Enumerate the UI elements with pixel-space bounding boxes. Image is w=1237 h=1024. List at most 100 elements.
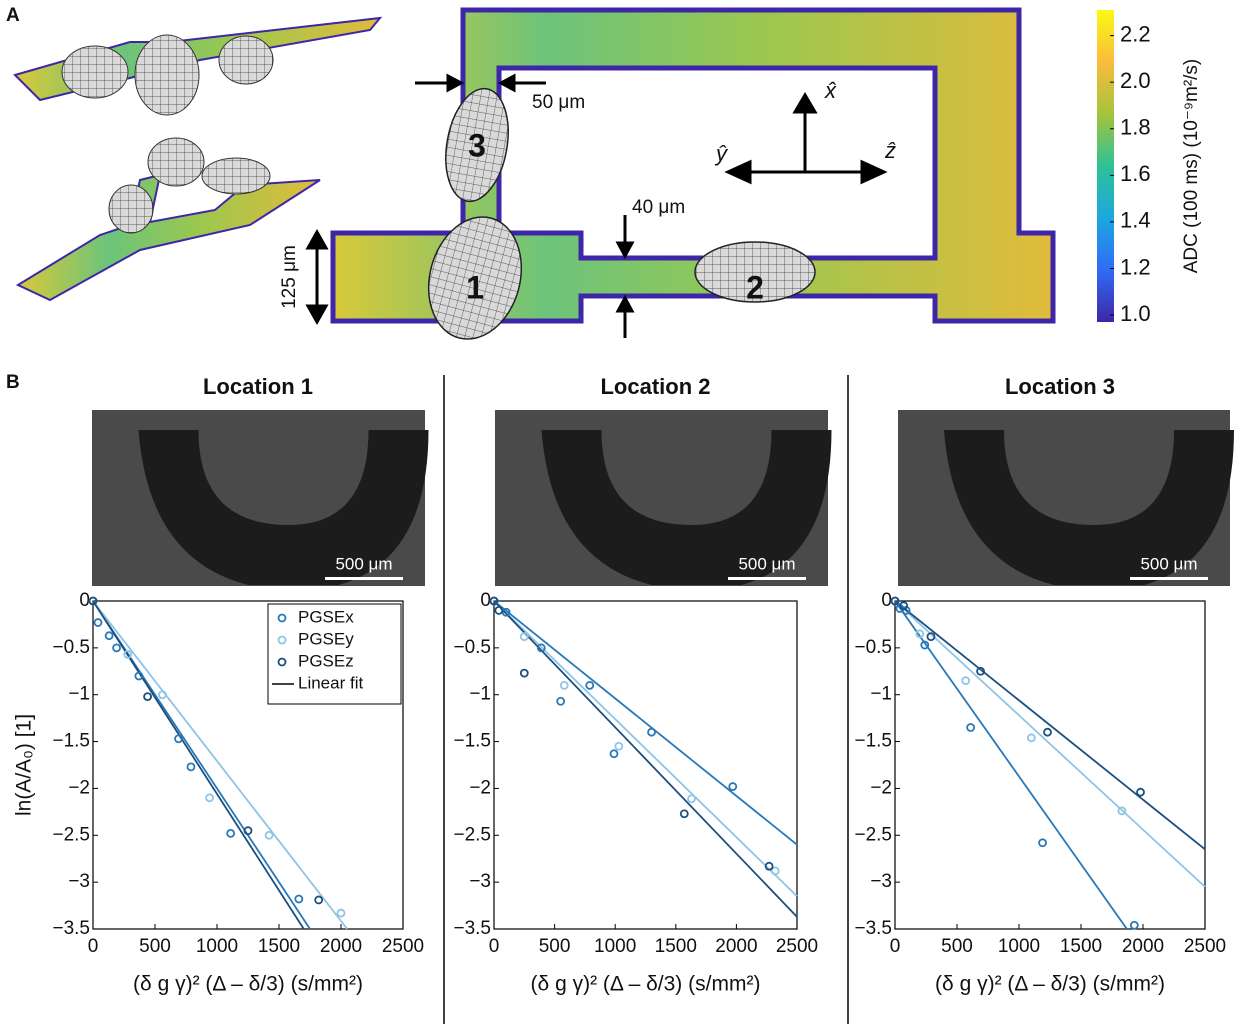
y-tick-label: −0.5 — [52, 637, 90, 658]
data-point — [206, 794, 213, 801]
x-tick-label: 2000 — [715, 936, 757, 957]
y-tick-label: −3 — [469, 871, 491, 892]
data-point — [338, 910, 345, 917]
data-point — [187, 763, 194, 770]
y-tick-label: −2 — [68, 777, 90, 798]
y-tick-label: 0 — [79, 590, 90, 611]
y-tick-label: −2.5 — [52, 824, 90, 845]
y-tick-label: 0 — [480, 590, 491, 611]
data-point — [1028, 734, 1035, 741]
colorbar-tick-label: 2.0 — [1120, 68, 1151, 93]
dimension-label: 40 μm — [632, 197, 685, 218]
data-point — [648, 729, 655, 736]
x-tick-label: 0 — [88, 936, 99, 957]
y-axis-label: ln(A/A₀) [1] — [13, 714, 36, 816]
x-tick-label: 1000 — [594, 936, 636, 957]
x-tick-label: 1500 — [655, 936, 697, 957]
scale-bar — [325, 577, 403, 580]
y-tick-label: −2 — [469, 777, 491, 798]
location-number: 3 — [468, 127, 486, 163]
chart-title: Location 1 — [203, 374, 313, 399]
legend-label: PGSEy — [298, 629, 354, 648]
dimension-label: 50 μm — [532, 92, 585, 113]
y-tick-label: −2.5 — [453, 824, 491, 845]
data-point — [729, 783, 736, 790]
x-axis-label: (δ g γ)² (Δ – δ/3) (s/mm²) — [133, 973, 363, 996]
colorbar-tick-label: 1.0 — [1120, 301, 1151, 326]
data-point — [962, 677, 969, 684]
data-point — [106, 632, 113, 639]
data-point — [144, 693, 151, 700]
data-point — [521, 670, 528, 677]
data-point — [688, 795, 695, 802]
y-tick-label: −0.5 — [453, 637, 491, 658]
scale-bar-label: 500 μm — [335, 554, 392, 573]
data-point — [94, 619, 101, 626]
data-point — [615, 743, 622, 750]
data-point — [967, 724, 974, 731]
x-tick-label: 0 — [489, 936, 500, 957]
y-tick-label: 0 — [881, 590, 892, 611]
y-tick-label: −1 — [469, 684, 491, 705]
data-point — [1137, 789, 1144, 796]
panel-label: B — [6, 372, 20, 393]
y-tick-label: −3 — [68, 871, 90, 892]
data-point — [561, 682, 568, 689]
colorbar-tick-label: 1.6 — [1120, 161, 1151, 186]
x-axis-label: (δ g γ)² (Δ – δ/3) (s/mm²) — [531, 973, 761, 996]
data-point — [681, 810, 688, 817]
data-point — [315, 896, 322, 903]
data-point — [557, 698, 564, 705]
scale-bar-label: 500 μm — [738, 554, 795, 573]
y-tick-label: −3.5 — [52, 918, 90, 939]
legend-label: Linear fit — [298, 673, 363, 692]
y-tick-label: −3.5 — [453, 918, 491, 939]
colorbar-tick-label: 1.8 — [1120, 115, 1151, 140]
data-point — [113, 644, 120, 651]
data-point — [227, 830, 234, 837]
fit-line — [895, 601, 1205, 887]
data-point — [1044, 729, 1051, 736]
chart-title: Location 2 — [600, 374, 710, 399]
colorbar-tick-label: 2.2 — [1120, 21, 1151, 46]
chart-title: Location 3 — [1005, 374, 1115, 399]
data-point — [610, 750, 617, 757]
x-tick-label: 500 — [139, 936, 171, 957]
x-tick-label: 2000 — [1122, 936, 1164, 957]
x-tick-label: 2500 — [776, 936, 818, 957]
x-tick-label: 1000 — [998, 936, 1040, 957]
fit-line — [895, 601, 1127, 929]
scale-bar — [728, 577, 806, 580]
x-tick-label: 500 — [941, 936, 973, 957]
legend-label: PGSEz — [298, 651, 354, 670]
x-tick-label: 0 — [890, 936, 901, 957]
fit-line — [895, 601, 1205, 849]
y-tick-label: −3 — [870, 871, 892, 892]
y-tick-label: −0.5 — [854, 637, 892, 658]
x-tick-label: 2500 — [1184, 936, 1226, 957]
x-tick-label: 2000 — [320, 936, 362, 957]
data-point — [495, 607, 502, 614]
y-tick-label: −1 — [870, 684, 892, 705]
fit-line — [494, 601, 797, 845]
scale-bar-label: 500 μm — [1140, 554, 1197, 573]
colorbar-title: ADC (100 ms) (10⁻⁹m²/s) — [1181, 59, 1202, 274]
x-tick-label: 1500 — [1060, 936, 1102, 957]
scale-bar — [1130, 577, 1208, 580]
y-tick-label: −1 — [68, 684, 90, 705]
figure: A B 3 1 2 50 μm 40 μm 125 μm x̂ ŷ ẑ ADC … — [0, 0, 1237, 1024]
plot-area — [895, 601, 1205, 929]
legend-label: PGSEx — [298, 607, 354, 626]
data-point — [1039, 839, 1046, 846]
location-number: 2 — [746, 269, 764, 305]
data-point — [586, 682, 593, 689]
axis-label: ŷ — [714, 141, 729, 166]
location-number: 1 — [466, 269, 484, 305]
data-point — [295, 896, 302, 903]
y-tick-label: −2.5 — [854, 824, 892, 845]
y-tick-label: −1.5 — [52, 731, 90, 752]
axis-label: x̂ — [824, 78, 837, 103]
data-point — [521, 633, 528, 640]
axis-label: ẑ — [884, 138, 896, 163]
x-axis-label: (δ g γ)² (Δ – δ/3) (s/mm²) — [935, 973, 1165, 996]
